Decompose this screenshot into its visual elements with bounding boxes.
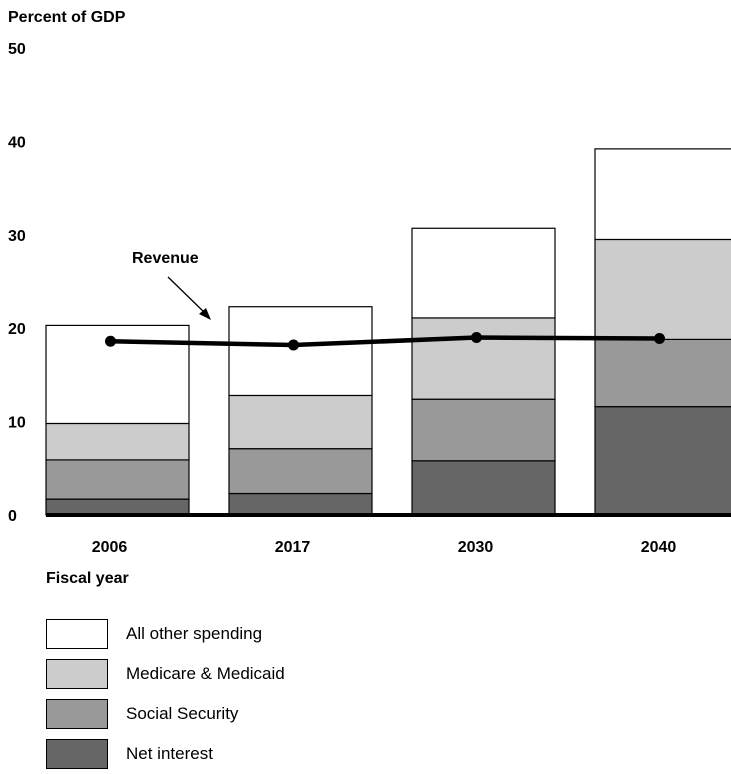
annotation-arrow-line [167,276,207,315]
legend-item: Social Security [46,694,285,734]
bar-net-interest-2030 [411,460,556,516]
legend-label: Social Security [126,704,239,723]
y-tick-label: 30 [8,228,26,245]
y-tick-label: 10 [8,415,26,432]
x-tick-label: 2017 [275,539,311,556]
bar-medicare-medicaid-2040 [594,238,731,341]
legend-swatch [46,659,108,689]
y-tick-label: 20 [8,321,26,338]
bar-net-interest-2006 [45,498,190,516]
revenue-annotation: Revenue [132,250,199,267]
bar-social-security-2040 [594,338,731,408]
legend-swatch [46,699,108,729]
bar-social-security-2006 [45,459,190,500]
bar-net-interest-2040 [594,406,731,516]
revenue-point [654,332,665,344]
legend: All other spending Medicare & Medicaid Soc… [46,614,285,774]
legend-item: Net interest [46,734,285,774]
x-tick-label: 2030 [458,539,494,556]
legend-item: All other spending [46,614,285,654]
bar-all-other-spending-2030 [411,227,556,319]
bar-all-other-spending-2040 [594,148,731,241]
bar-medicare-medicaid-2030 [411,317,556,400]
bar-medicare-medicaid-2017 [228,394,373,450]
y-tick-label: 40 [8,134,26,151]
revenue-line [110,335,660,348]
y-tick-label: 0 [8,508,17,525]
revenue-point [471,332,482,344]
legend-swatch [46,739,108,769]
revenue-point [105,335,116,347]
x-tick-label: 2040 [641,539,677,556]
legend-label: All other spending [126,624,263,643]
y-axis-label: Percent of GDP [8,9,126,26]
bar-social-security-2030 [411,398,556,462]
bar-net-interest-2017 [228,492,373,516]
bar-all-other-spending-2017 [228,306,373,397]
legend-label: Medicare & Medicaid [126,664,285,683]
x-tick-label: 2006 [92,539,128,556]
legend-label: Net interest [126,744,213,763]
x-axis-label: Fiscal year [46,570,129,587]
y-tick-label: 50 [8,41,26,58]
bar-medicare-medicaid-2006 [45,422,190,461]
legend-swatch [46,619,108,649]
legend-item: Medicare & Medicaid [46,654,285,694]
revenue-point [288,339,299,351]
bar-social-security-2017 [228,448,373,495]
annotation-arrowhead [199,308,211,320]
